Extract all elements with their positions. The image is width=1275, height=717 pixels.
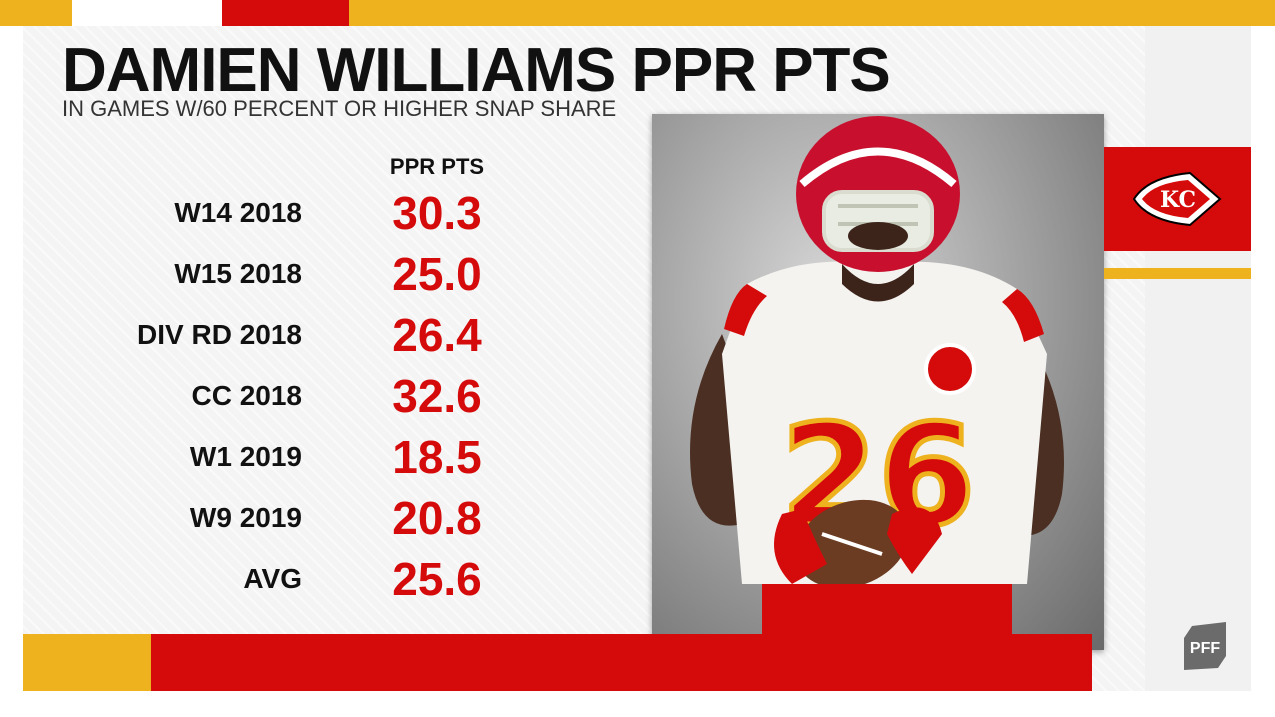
page-title: DAMIEN WILLIAMS PPR PTS <box>62 36 891 105</box>
row-label: AVG <box>243 563 302 594</box>
table-row: CC 2018 32.6 <box>0 365 520 425</box>
row-label: CC 2018 <box>191 380 302 411</box>
column-header-ppr-pts: PPR PTS <box>389 154 485 179</box>
table-row: W15 2018 25.0 <box>0 243 520 303</box>
page-subtitle: IN GAMES W/60 PERCENT OR HIGHER SNAP SHA… <box>62 96 617 121</box>
table-row-average: AVG 25.6 <box>0 548 520 608</box>
top-stripe-red <box>222 0 349 26</box>
top-stripe-gold-right <box>349 0 1275 26</box>
table-row: W14 2018 30.3 <box>0 182 520 242</box>
row-value: 25.0 <box>392 248 482 300</box>
player-illustration: 26 <box>690 116 1064 650</box>
team-logo-letters: KC <box>1160 187 1196 213</box>
table-row: W1 2019 18.5 <box>0 426 520 486</box>
row-value: 32.6 <box>392 370 482 422</box>
top-stripe-gold-left <box>0 0 72 26</box>
logo-gold-line <box>1104 268 1251 279</box>
row-value: 20.8 <box>392 492 482 544</box>
bottom-bar-gold <box>23 634 151 691</box>
table-row: W9 2019 20.8 <box>0 487 520 547</box>
row-label: W15 2018 <box>174 258 302 289</box>
arrowhead-logo-icon: KC <box>1132 171 1222 227</box>
row-label: W14 2018 <box>174 197 302 228</box>
team-logo-block: KC <box>1104 147 1251 251</box>
side-panel <box>1145 26 1251 691</box>
row-value: 30.3 <box>392 187 482 239</box>
pff-logo-icon: PFF <box>1180 620 1230 672</box>
row-label: DIV RD 2018 <box>137 319 302 350</box>
jersey-number: 26 <box>781 395 976 558</box>
top-stripe-white <box>72 0 222 26</box>
row-label: W1 2019 <box>189 441 302 472</box>
row-label: W9 2019 <box>189 502 302 533</box>
pff-wordmark: PFF <box>1190 640 1220 657</box>
row-value: 18.5 <box>392 431 482 483</box>
table-row: DIV RD 2018 26.4 <box>0 304 520 364</box>
row-value: 25.6 <box>392 553 482 605</box>
row-value: 26.4 <box>392 309 482 361</box>
top-color-stripe <box>0 0 1275 26</box>
bottom-bar-red <box>151 634 1092 691</box>
player-photo: 26 <box>652 114 1104 650</box>
